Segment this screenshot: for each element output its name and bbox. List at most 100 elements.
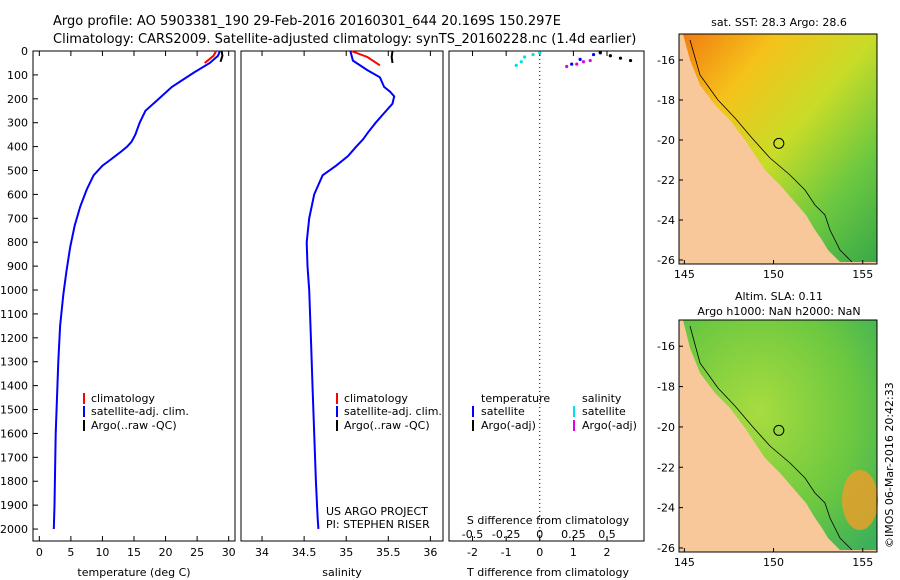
legend-t-argo-label: Argo(-adj): [481, 419, 536, 432]
lat-tick-label: -26: [657, 542, 675, 555]
argo-height-title: Argo h1000: NaN h2000: NaN: [697, 305, 860, 318]
diff-point: [629, 59, 632, 62]
lat-tick-label: -20: [657, 134, 675, 147]
header-line1: Argo profile: AO 5903381_190 29-Feb-2016…: [53, 14, 561, 29]
y-tick-label: 1300: [0, 356, 28, 369]
y-tick-label: 1900: [0, 499, 28, 512]
difference-panel: -2 -1 0 1 2 -0.5 -0.25 0 0.25 0.5 temperature sa…: [449, 51, 644, 579]
y-tick-label: 500: [7, 165, 28, 178]
y-tick-label: 600: [7, 188, 28, 201]
x-tick-label: 5: [67, 546, 74, 559]
y-tick-label: 700: [7, 212, 28, 225]
x-tick-label: 36: [423, 546, 437, 559]
s-tick-label: -0.25: [492, 528, 520, 541]
diff-point: [582, 60, 585, 63]
lat-tick-label: -16: [657, 54, 675, 67]
lon-tick-label: 155: [852, 556, 873, 569]
y-tick-label: 1700: [0, 451, 28, 464]
lat-tick-label: -22: [657, 174, 675, 187]
x-tick-label: 2: [604, 546, 611, 559]
legend-s-satellite-label: satellite: [582, 405, 626, 418]
lat-tick-label: -18: [657, 381, 675, 394]
lon-tick-label: 145: [674, 556, 695, 569]
header-line2: Climatology: CARS2009. Satellite-adjuste…: [53, 32, 636, 47]
lon-tick-label: 145: [674, 268, 695, 281]
legend-argo-label: Argo(..raw -QC): [91, 419, 177, 432]
t-difference-xlabel: T difference from climatology: [466, 566, 629, 579]
x-tick-label: 34.5: [292, 546, 317, 559]
sla-map-title: Altim. SLA: 0.11: [735, 290, 823, 303]
diff-point: [531, 53, 534, 56]
salinity-axes-frame: [241, 51, 443, 541]
difference-axes-frame: [449, 51, 644, 541]
diff-point: [609, 54, 612, 57]
x-tick-label: 10: [95, 546, 109, 559]
y-tick-label: 1000: [0, 284, 28, 297]
salinity-xlabel: salinity: [322, 566, 362, 579]
y-tick-label: 800: [7, 236, 28, 249]
imos-credit: ©IMOS 06-Mar-2016 20:42:33: [883, 382, 896, 548]
diff-point: [592, 53, 595, 56]
lat-tick-label: -24: [657, 502, 675, 515]
diff-point: [570, 63, 573, 66]
legend-satellite-label: satellite-adj. clim.: [344, 405, 442, 418]
diff-point: [575, 63, 578, 66]
x-tick-label: 34: [255, 546, 269, 559]
y-tick-label: 900: [7, 260, 28, 273]
diff-point: [599, 51, 602, 54]
x-tick-label: -2: [467, 546, 478, 559]
x-tick-label: 35.5: [376, 546, 401, 559]
sst-map-title: sat. SST: 28.3 Argo: 28.6: [711, 16, 847, 29]
lat-tick-label: -24: [657, 214, 675, 227]
salinity-panel: 34 34.5 35 35.5 36 climatology satellite-adj…: [241, 51, 443, 579]
lat-tick-label: -16: [657, 340, 675, 353]
sst-map: sat. SST: 28.3 Argo: 28.6 145 150 155 -16-…: [657, 16, 877, 281]
temperature-panel: 0100200300400500600700800900100011001200…: [0, 45, 236, 579]
lat-tick-label: -18: [657, 94, 675, 107]
pi-annotation: PI: STEPHEN RISER: [326, 518, 430, 531]
lat-tick-label: -22: [657, 461, 675, 474]
y-tick-label: 0: [21, 45, 28, 58]
y-tick-label: 1500: [0, 404, 28, 417]
diff-point: [579, 58, 582, 61]
y-tick-label: 100: [7, 69, 28, 82]
legend-argo-label: Argo(..raw -QC): [344, 419, 430, 432]
legend-s-argo-label: Argo(-adj): [582, 419, 637, 432]
legend-climatology-label: climatology: [344, 392, 408, 405]
x-tick-label: 0: [536, 546, 543, 559]
diff-point: [589, 59, 592, 62]
lon-tick-label: 150: [763, 268, 784, 281]
x-tick-label: 30: [222, 546, 236, 559]
legend-satellite-label: satellite-adj. clim.: [91, 405, 189, 418]
x-tick-label: 35: [339, 546, 353, 559]
diff-point: [515, 64, 518, 67]
diff-point: [565, 65, 568, 68]
y-tick-label: 200: [7, 93, 28, 106]
sla-map: Altim. SLA: 0.11 Argo h1000: NaN h2000: …: [657, 290, 878, 569]
x-tick-label: 1: [570, 546, 577, 559]
x-tick-label: 0: [36, 546, 43, 559]
lat-tick-label: -26: [657, 254, 675, 267]
legend-salinity-header: salinity: [582, 392, 622, 405]
y-tick-label: 400: [7, 141, 28, 154]
legend-t-satellite-label: satellite: [481, 405, 525, 418]
legend-climatology-label: climatology: [91, 392, 155, 405]
depth-axis: 0 100 200 300 400 500 600 700 800 900 1000 1100 1200…: [0, 45, 38, 536]
y-tick-label: 1600: [0, 427, 28, 440]
diff-point: [520, 60, 523, 63]
s-tick-label: 0.5: [598, 528, 616, 541]
lat-tick-label: -20: [657, 421, 675, 434]
s-tick-label: -0.5: [462, 528, 483, 541]
sla-high-anomaly: [842, 470, 878, 530]
legend-temperature-header: temperature: [481, 392, 550, 405]
y-tick-label: 1800: [0, 475, 28, 488]
y-tick-label: 2000: [0, 523, 28, 536]
diff-point: [619, 57, 622, 60]
temperature-xlabel: temperature (deg C): [77, 566, 190, 579]
s-difference-xlabel: S difference from climatology: [467, 514, 630, 527]
s-tick-label: 0.25: [561, 528, 586, 541]
x-tick-label: 20: [159, 546, 173, 559]
project-annotation: US ARGO PROJECT: [326, 505, 428, 518]
x-tick-label: -1: [501, 546, 512, 559]
y-tick-label: 300: [7, 117, 28, 130]
